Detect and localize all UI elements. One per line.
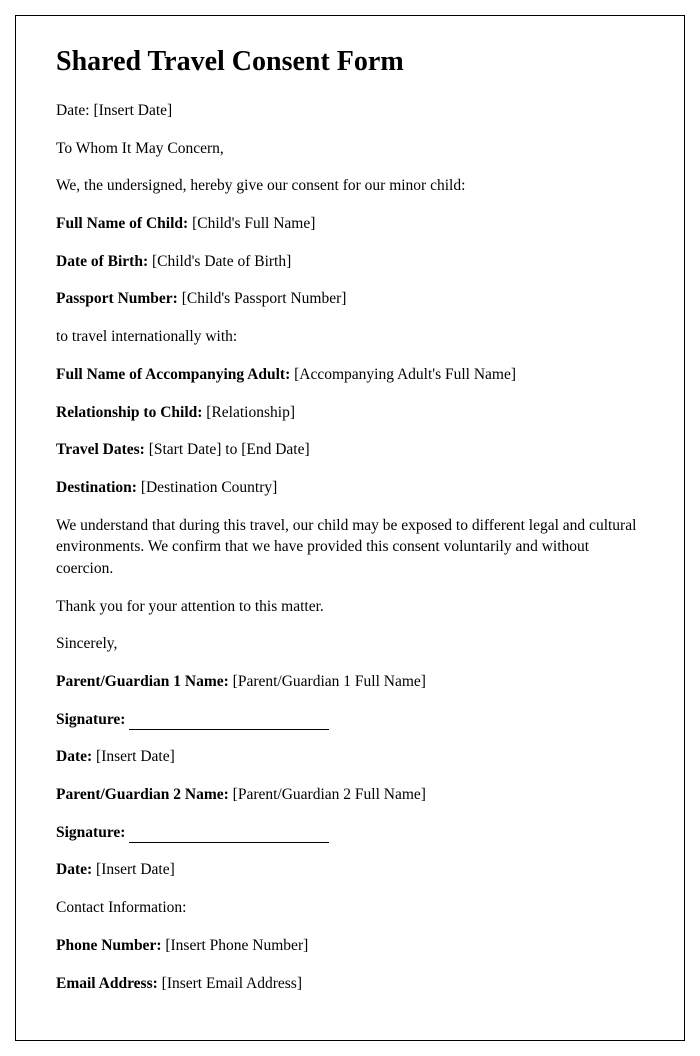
guardian1-name-label: Parent/Guardian 1 Name: <box>56 673 233 690</box>
phone-label: Phone Number: <box>56 937 165 954</box>
date-value: [Insert Date] <box>93 102 172 119</box>
destination-line: Destination: [Destination Country] <box>56 477 644 499</box>
email-label: Email Address: <box>56 975 162 992</box>
signature1-field <box>129 729 329 730</box>
child-name-line: Full Name of Child: [Child's Full Name] <box>56 213 644 235</box>
travel-dates-label: Travel Dates: <box>56 441 149 458</box>
consent-form-document: Shared Travel Consent Form Date: [Insert… <box>15 15 685 1041</box>
date1-line: Date: [Insert Date] <box>56 746 644 768</box>
guardian2-name-line: Parent/Guardian 2 Name: [Parent/Guardian… <box>56 784 644 806</box>
guardian2-name-label: Parent/Guardian 2 Name: <box>56 786 233 803</box>
email-line: Email Address: [Insert Email Address] <box>56 973 644 995</box>
date1-value: [Insert Date] <box>96 748 175 765</box>
child-dob-label: Date of Birth: <box>56 253 152 270</box>
relationship-value: [Relationship] <box>206 404 295 421</box>
email-value: [Insert Email Address] <box>162 975 302 992</box>
intro-text: We, the undersigned, hereby give our con… <box>56 175 644 197</box>
guardian1-name-value: [Parent/Guardian 1 Full Name] <box>233 673 426 690</box>
form-title: Shared Travel Consent Form <box>56 46 644 78</box>
travel-dates-line: Travel Dates: [Start Date] to [End Date] <box>56 439 644 461</box>
contact-header: Contact Information: <box>56 897 644 919</box>
adult-name-line: Full Name of Accompanying Adult: [Accomp… <box>56 364 644 386</box>
date2-value: [Insert Date] <box>96 861 175 878</box>
salutation: To Whom It May Concern, <box>56 138 644 160</box>
date-text: Date: <box>56 102 93 119</box>
phone-line: Phone Number: [Insert Phone Number] <box>56 935 644 957</box>
passport-value: [Child's Passport Number] <box>182 290 347 307</box>
travel-dates-value: [Start Date] to [End Date] <box>149 441 310 458</box>
understanding-text: We understand that during this travel, o… <box>56 515 644 580</box>
child-name-label: Full Name of Child: <box>56 215 192 232</box>
passport-line: Passport Number: [Child's Passport Numbe… <box>56 288 644 310</box>
thanks-text: Thank you for your attention to this mat… <box>56 596 644 618</box>
signature2-line: Signature: <box>56 822 644 844</box>
adult-name-value: [Accompanying Adult's Full Name] <box>294 366 516 383</box>
date2-line: Date: [Insert Date] <box>56 859 644 881</box>
date2-label: Date: <box>56 861 96 878</box>
adult-name-label: Full Name of Accompanying Adult: <box>56 366 294 383</box>
date-line: Date: [Insert Date] <box>56 100 644 122</box>
child-name-value: [Child's Full Name] <box>192 215 315 232</box>
date1-label: Date: <box>56 748 96 765</box>
child-dob-line: Date of Birth: [Child's Date of Birth] <box>56 251 644 273</box>
travel-with-text: to travel internationally with: <box>56 326 644 348</box>
signature1-line: Signature: <box>56 709 644 731</box>
relationship-label: Relationship to Child: <box>56 404 206 421</box>
destination-label: Destination: <box>56 479 141 496</box>
signature1-label: Signature: <box>56 711 129 728</box>
signature2-label: Signature: <box>56 824 129 841</box>
guardian2-name-value: [Parent/Guardian 2 Full Name] <box>233 786 426 803</box>
destination-value: [Destination Country] <box>141 479 277 496</box>
relationship-line: Relationship to Child: [Relationship] <box>56 402 644 424</box>
signature2-field <box>129 842 329 843</box>
passport-label: Passport Number: <box>56 290 182 307</box>
child-dob-value: [Child's Date of Birth] <box>152 253 291 270</box>
phone-value: [Insert Phone Number] <box>165 937 308 954</box>
guardian1-name-line: Parent/Guardian 1 Name: [Parent/Guardian… <box>56 671 644 693</box>
closing-text: Sincerely, <box>56 633 644 655</box>
